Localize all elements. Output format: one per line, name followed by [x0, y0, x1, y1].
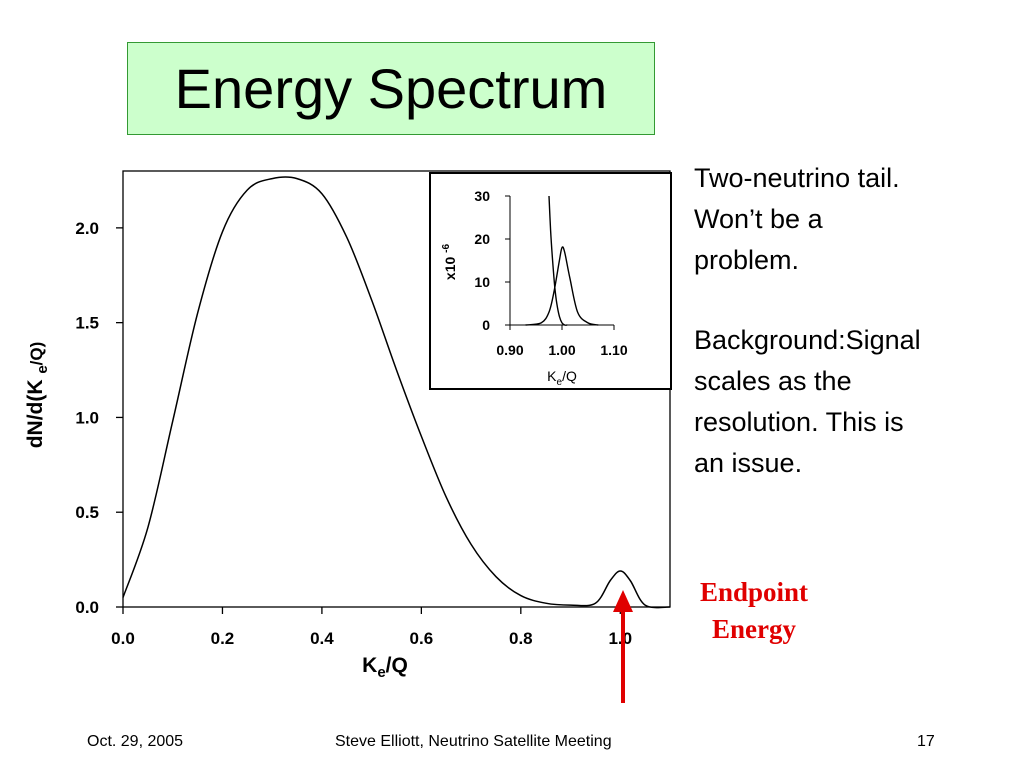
note1-line3: problem. [694, 245, 800, 275]
main-y-tick-label: 1.0 [75, 408, 99, 427]
endpoint-arrow-head [613, 590, 633, 612]
endpoint-energy-label: Endpoint Energy [674, 574, 834, 648]
main-x-tick-label: 0.6 [410, 629, 434, 648]
note2-line4: an issue. [694, 448, 803, 478]
inset-y-tick-label: 10 [474, 274, 490, 290]
inset-x-tick-label: 1.00 [548, 342, 575, 358]
inset-x-ticks: 0.90 1.00 1.10 [496, 325, 628, 358]
main-y-tick-label: 2.0 [75, 219, 99, 238]
inset-y-ticks: 0 10 20 30 [474, 188, 510, 333]
note2-line3: resolution. This is [694, 407, 904, 437]
inset-xlabel: Ke/Q [547, 368, 577, 388]
note2-line2: scales as the [694, 366, 852, 396]
inset-frame [429, 172, 672, 390]
main-y-tick-label: 0.0 [75, 598, 99, 617]
main-x-tick-label: 0.4 [310, 629, 334, 648]
main-x-tick-label: 1.0 [608, 629, 632, 648]
title-box: Energy Spectrum [127, 42, 655, 135]
main-x-tick-label: 0.0 [111, 629, 135, 648]
note1-line1: Two-neutrino tail. [694, 163, 900, 193]
endpoint-label-line1: Endpoint [699, 577, 809, 607]
main-spectrum-curve [122, 176, 671, 609]
note-two-neutrino: Two-neutrino tail. Won’t be a problem. [694, 158, 900, 281]
slide-title: Energy Spectrum [174, 57, 608, 120]
main-x-ticks: 0.0 0.2 0.4 0.6 0.8 1.0 [111, 607, 632, 648]
inset-y-tick-label: 20 [474, 231, 490, 247]
inset-y-tick-label: 30 [474, 188, 490, 204]
main-xlabel: Ke/Q [362, 654, 408, 681]
footer-date: Oct. 29, 2005 [87, 733, 184, 750]
inset-signal-peak-curve [525, 246, 599, 326]
inset-x-tick-label: 0.90 [496, 342, 523, 358]
main-y-ticks: 0.0 0.5 1.0 1.5 2.0 [75, 219, 123, 617]
main-y-tick-label: 1.5 [75, 314, 99, 333]
footer-center: Steve Elliott, Neutrino Satellite Meetin… [335, 733, 612, 750]
note1-line2: Won’t be a [694, 204, 823, 234]
inset-x-tick-label: 1.10 [600, 342, 627, 358]
note-background-signal: Background:Signal scales as the resoluti… [694, 320, 921, 484]
note2-line1: Background:Signal [694, 325, 921, 355]
main-x-tick-label: 0.8 [509, 629, 533, 648]
inset-y-tick-label: 0 [482, 317, 490, 333]
endpoint-label-line2: Energy [712, 614, 796, 644]
inset-two-neutrino-curve [548, 195, 568, 326]
main-x-tick-label: 0.2 [211, 629, 235, 648]
footer-page-number: 17 [917, 733, 935, 750]
main-y-tick-label: 0.5 [75, 503, 99, 522]
main-ylabel: dN/d(K e/Q) [24, 342, 51, 449]
